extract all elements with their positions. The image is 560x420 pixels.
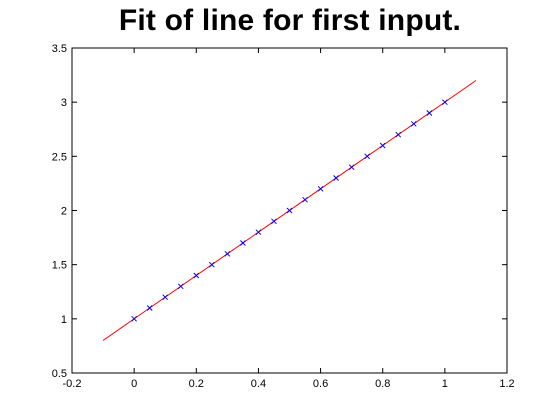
x-tick-label: 0.2 [189,378,204,390]
x-tick-label: 0.6 [313,378,328,390]
x-tick-label: 0.4 [251,378,266,390]
data-point-marker [255,229,262,236]
data-point-marker [364,153,371,160]
x-tick-label: 1 [442,378,448,390]
data-point-marker [348,164,355,171]
data-point-marker [426,110,433,116]
data-point-marker [271,218,277,225]
y-tick-label: 3.5 [52,43,67,55]
data-point-marker [177,283,184,290]
y-tick-label: 0.5 [52,368,67,380]
x-tick-label: -0.2 [63,378,82,390]
chart-title: Fit of line for first input. [118,4,462,37]
data-point-marker [286,207,293,214]
x-tick-label: 1.2 [499,378,514,390]
data-point-marker [131,315,137,322]
data-point-marker [333,175,339,181]
data-point-marker [146,305,153,311]
data-point-marker [302,196,308,203]
y-tick-label: 1.5 [52,260,67,272]
data-point-marker [395,131,402,138]
data-point-marker [410,120,417,127]
x-tick-label: 0.8 [375,378,390,390]
data-point-marker [193,272,200,279]
data-point-marker [162,294,169,301]
y-tick-label: 2 [61,206,67,218]
data-point-marker [317,185,324,192]
data-point-marker [240,240,246,246]
data-point-marker [224,250,231,257]
y-tick-label: 1 [61,314,67,326]
data-point-marker [208,261,215,268]
data-point-marker [442,99,448,106]
y-tick-label: 2.5 [52,151,67,163]
y-tick-label: 3 [61,97,67,109]
data-point-marker [379,142,386,149]
x-tick-label: 0 [131,378,137,390]
